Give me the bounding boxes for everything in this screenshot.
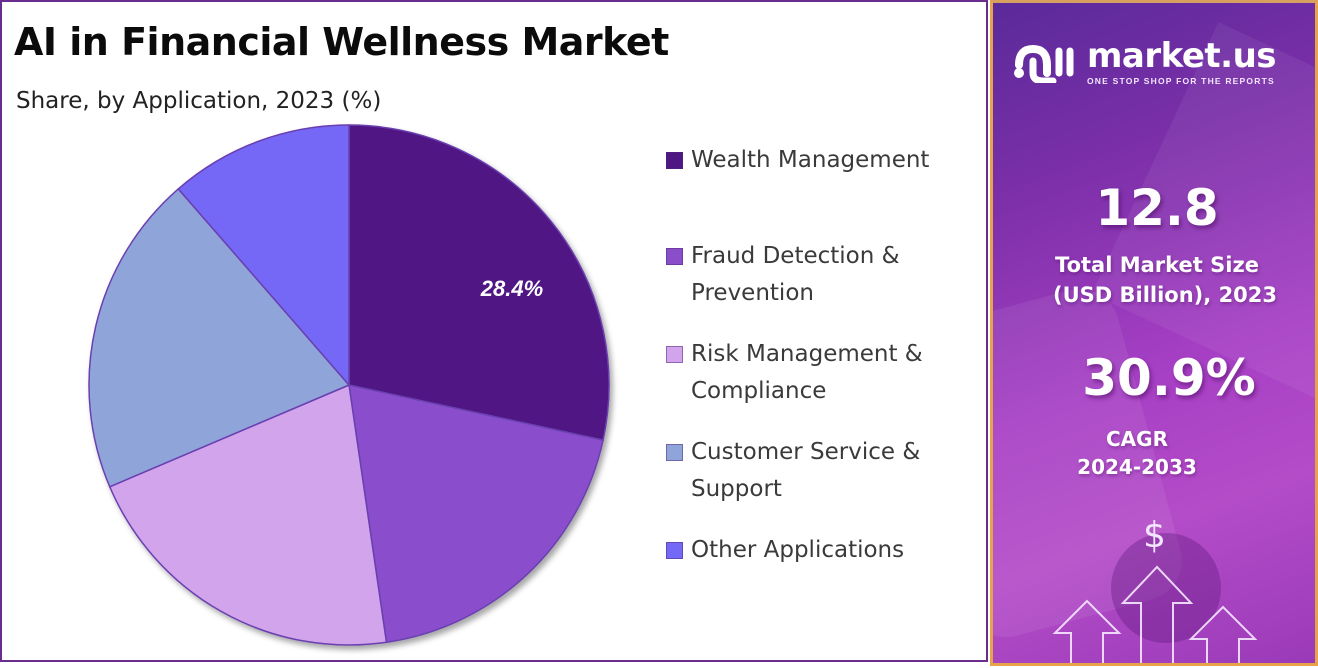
legend-item-other-applications[interactable]: Other Applications [666,532,961,569]
pie-slice-wealth-management[interactable] [348,124,610,442]
summary-sidebar: market.us ONE STOP SHOP FOR THE REPORTS … [990,0,1318,666]
legend-label: Fraud Detection & [691,243,900,269]
pie-slice-customer-service-support[interactable] [88,187,351,488]
brand-logo[interactable]: market.us ONE STOP SHOP FOR THE REPORTS [1013,36,1277,86]
cagr-period: 2024-2033 [1077,455,1197,479]
pie-slice-risk-management-compliance[interactable] [108,383,388,646]
legend-item-wealth-management[interactable]: Wealth Management [666,142,961,179]
market-size-label: Total Market Size [1055,253,1259,277]
legend-swatch [666,542,683,559]
brand-tagline: ONE STOP SHOP FOR THE REPORTS [1087,76,1275,86]
legend-item-fraud-detection[interactable]: Fraud Detection & Prevention [666,238,961,312]
legend-label: Wealth Management [691,147,930,173]
pie-slice-label: 28.4% [480,276,543,301]
chart-panel: AI in Financial Wellness Market Share, b… [0,0,988,662]
legend-swatch [666,444,683,461]
cagr-label: CAGR [1106,427,1168,451]
pie-chart: 28.4% [88,124,610,646]
market-size-label-line2: (USD Billion), 2023 [1052,283,1278,307]
legend-item-risk-management[interactable]: Risk Management & Compliance [666,336,961,410]
legend-label-line2: Prevention [691,280,814,306]
market-size-value: 12.8 [1095,179,1219,237]
legend-label: Other Applications [691,537,905,563]
legend-item-customer-service[interactable]: Customer Service & Support [666,434,961,508]
legend-label: Risk Management & [691,341,923,367]
market-us-logo-icon [1014,44,1074,83]
pie-slice-other-applications[interactable] [177,124,350,388]
legend-label-line2: Support [691,476,782,502]
pie-slice-fraud-detection-prevention[interactable] [348,384,604,644]
legend-label: Customer Service & [691,439,921,465]
cagr-value: 30.9% [1082,349,1256,407]
legend-label-line2: Compliance [691,378,827,404]
growth-arrows-icon [1052,565,1258,663]
background-coin-shape [1111,533,1221,643]
chart-subtitle: Share, by Application, 2023 (%) [16,88,382,114]
brand-name: market.us [1087,36,1277,76]
legend-swatch [666,346,683,363]
legend-swatch [666,248,683,265]
dollar-icon: $ [1143,515,1166,556]
chart-title: AI in Financial Wellness Market [14,20,669,64]
legend-swatch [666,152,683,169]
